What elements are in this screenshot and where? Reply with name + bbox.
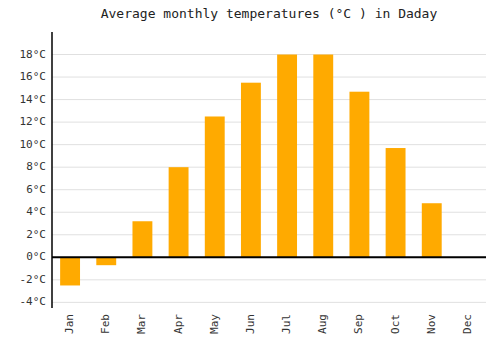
grid-line	[52, 77, 486, 78]
x-tick-label: Apr	[172, 314, 185, 334]
x-tick-label: Mar	[135, 314, 148, 334]
y-tick-label: 4°C	[26, 205, 46, 218]
y-tick-label: 2°C	[26, 228, 46, 241]
grid-line	[52, 167, 486, 168]
bar	[349, 92, 369, 258]
chart-container: Average monthly temperatures (°C ) in Da…	[0, 0, 500, 350]
y-tick-label: -2°C	[20, 273, 47, 286]
x-tick-label: Jul	[280, 314, 293, 334]
bar	[60, 257, 80, 285]
x-tick-label: Nov	[425, 314, 438, 334]
x-tick-label: Sep	[352, 314, 365, 334]
x-tick-label: May	[208, 314, 221, 334]
x-tick-label: Dec	[461, 314, 474, 334]
y-tick-label: 12°C	[20, 115, 47, 128]
y-tick-label: 18°C	[20, 48, 47, 61]
bar	[205, 116, 225, 257]
grid-line	[52, 144, 486, 145]
y-axis-line	[51, 32, 53, 308]
y-tick-label: 14°C	[20, 93, 47, 106]
x-tick-label: Feb	[99, 314, 112, 334]
bar	[132, 221, 152, 257]
bar	[96, 257, 116, 265]
y-tick-label: 16°C	[20, 70, 47, 83]
grid-line	[52, 212, 486, 213]
bar	[313, 55, 333, 258]
y-tick-label: 0°C	[26, 250, 46, 263]
bar	[422, 203, 442, 257]
x-tick-label: Jun	[244, 314, 257, 334]
grid-line	[52, 279, 486, 280]
title: Average monthly temperatures (°C ) in Da…	[101, 6, 438, 21]
y-tick-label: -4°C	[20, 295, 47, 308]
x-tick-label: Oct	[389, 314, 402, 334]
grid-line	[52, 54, 486, 55]
bar	[277, 55, 297, 258]
x-tick-label: Aug	[316, 314, 329, 334]
chart-svg: Average monthly temperatures (°C ) in Da…	[0, 0, 500, 350]
grid-line	[52, 189, 486, 190]
y-tick-label: 6°C	[26, 183, 46, 196]
grid-line	[52, 234, 486, 235]
bar	[169, 167, 189, 257]
y-tick-label: 10°C	[20, 138, 47, 151]
bars	[60, 55, 442, 286]
zero-line	[52, 256, 486, 258]
grid-line	[52, 99, 486, 100]
y-tick-label: 8°C	[26, 160, 46, 173]
grid-line	[52, 302, 486, 303]
bar	[386, 148, 406, 257]
grid-line	[52, 257, 486, 258]
grid	[52, 55, 486, 303]
x-tick-label: Jan	[63, 314, 76, 334]
bar	[241, 83, 261, 258]
grid-line	[52, 122, 486, 123]
